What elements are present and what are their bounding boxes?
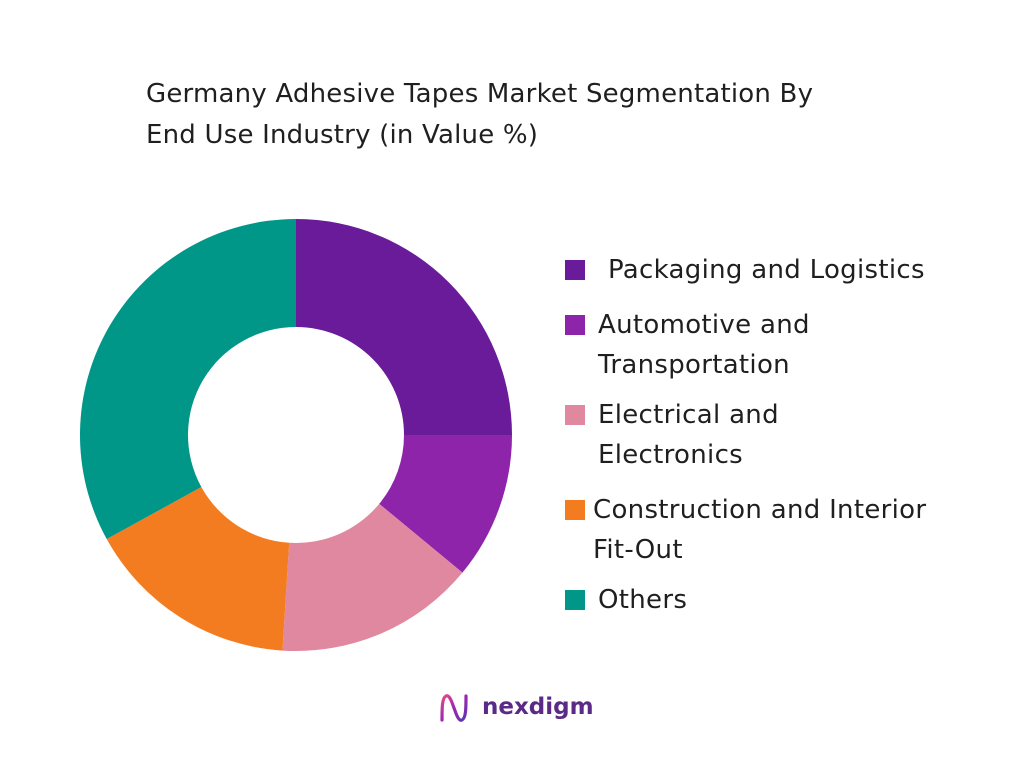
chart-title: Germany Adhesive Tapes Market Segmentati…: [146, 74, 946, 156]
legend-swatch: [565, 590, 585, 610]
legend-label: Automotive and Transportation: [598, 305, 810, 385]
donut-slice-construction-and-interior-fit-out: [106, 487, 290, 651]
legend-label-line: Automotive and: [598, 310, 810, 340]
legend-label: Electrical and Electronics: [598, 395, 779, 475]
donut-slice-packaging-and-logistics: [296, 219, 512, 435]
legend-label-line: Electronics: [598, 440, 744, 470]
chart-title-line-1: Germany Adhesive Tapes Market Segmentati…: [146, 79, 814, 109]
legend-label: Others: [598, 580, 687, 620]
legend-label-line: Others: [598, 585, 688, 615]
donut-slice-others: [80, 219, 297, 540]
legend-swatch: [565, 500, 585, 520]
legend-label: Construction and Interior Fit-Out: [593, 490, 926, 570]
legend-label-line: Construction and Interior: [593, 495, 927, 525]
legend-swatch: [565, 405, 585, 425]
donut-slice-electrical-and-electronics: [282, 503, 463, 652]
legend-label-line: Fit-Out: [593, 535, 683, 565]
donut-slice-automotive-and-transportation: [379, 435, 512, 573]
legend-label: Packaging and Logistics: [608, 250, 925, 290]
legend-label-line: Packaging and Logistics: [608, 255, 925, 285]
legend-label-line: Electrical and: [598, 400, 779, 430]
legend-swatch: [565, 315, 585, 335]
nexdigm-logo-icon: [440, 694, 468, 722]
brand-logo: nexdigm: [436, 688, 596, 730]
legend-label-line: Transportation: [598, 350, 790, 380]
brand-name: nexdigm: [482, 694, 594, 720]
chart-title-line-2: End Use Industry (in Value %): [146, 120, 539, 150]
legend-swatch: [565, 260, 585, 280]
